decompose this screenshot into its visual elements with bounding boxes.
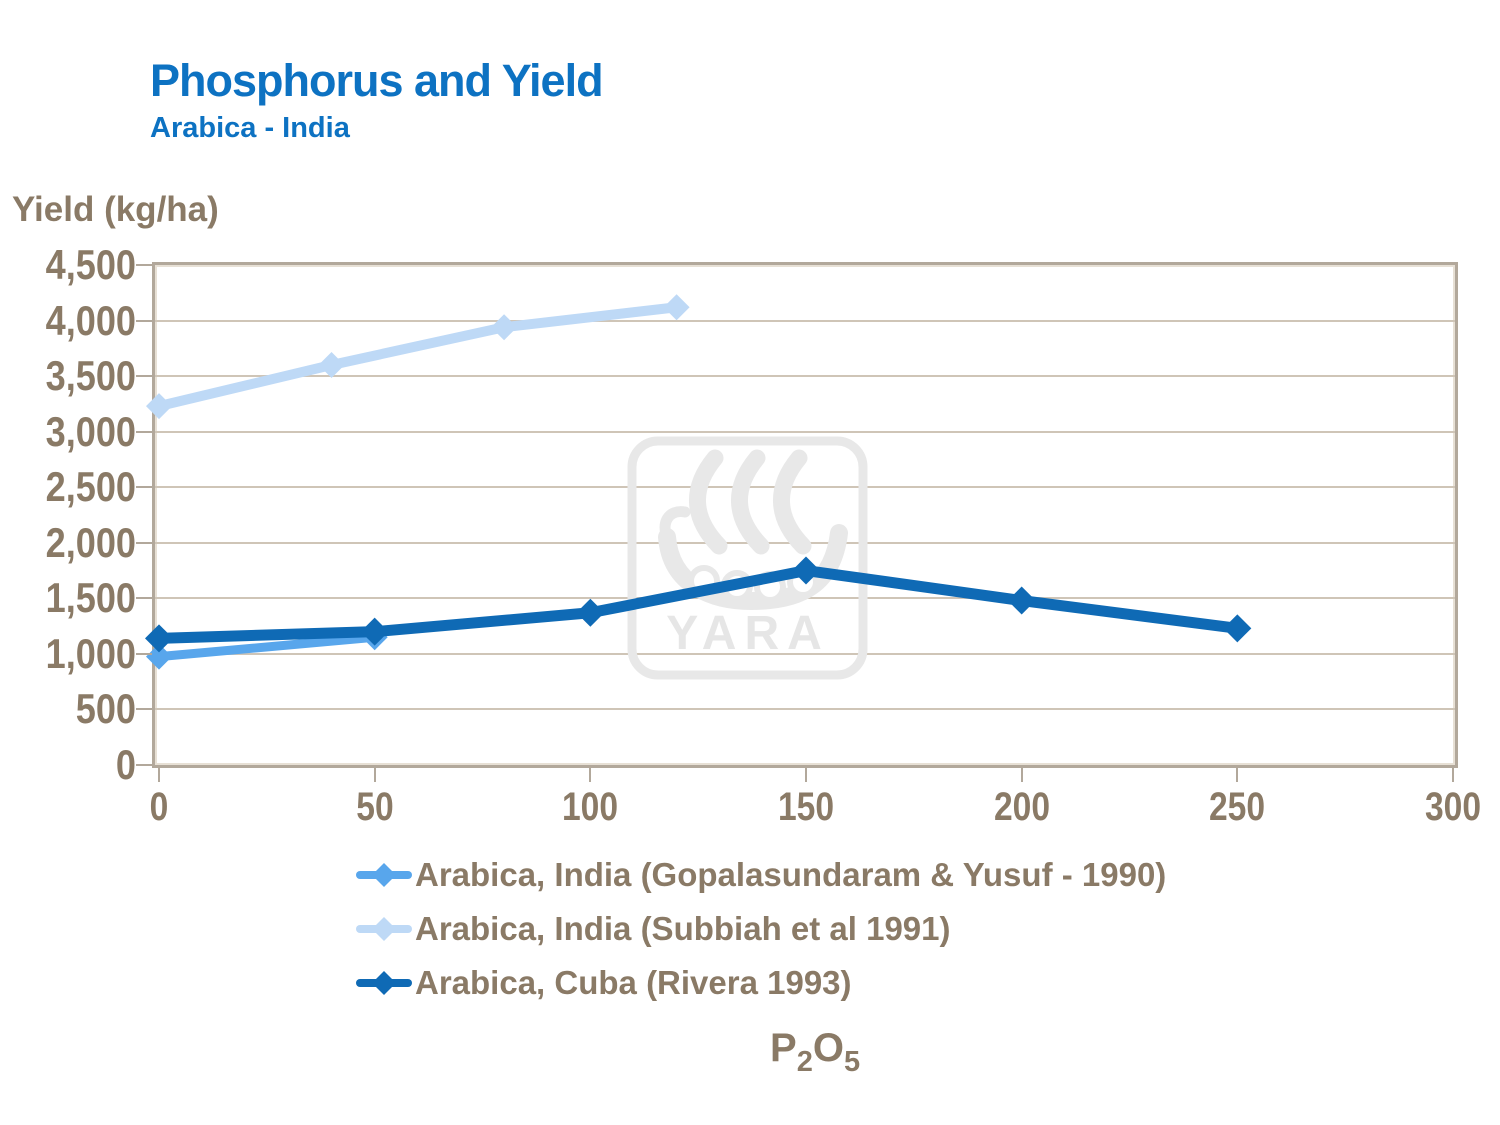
legend-marker-icon [356, 971, 412, 995]
page-title: Phosphorus and Yield [150, 55, 604, 106]
gridline [155, 652, 1455, 655]
x-tick-label: 100 [562, 785, 619, 829]
x-axis-title-base2: O [812, 1026, 844, 1070]
data-point-marker [663, 294, 690, 321]
data-point-marker [145, 624, 173, 653]
chart-canvas: YARA [145, 294, 1252, 680]
y-tick-mark [136, 264, 152, 266]
series-line [153, 565, 1243, 644]
y-tick-mark [136, 375, 152, 378]
y-tick-label: 1,000 [45, 629, 136, 677]
y-tick-mark [136, 541, 152, 544]
y-tick-mark [136, 319, 152, 322]
data-point-marker [1223, 614, 1252, 643]
y-tick-label: 3,000 [45, 407, 136, 455]
data-point-marker [1007, 586, 1036, 615]
yara-watermark-logo: YARA [627, 436, 868, 680]
x-tick-label: 50 [355, 785, 394, 829]
legend-label: Arabica, India (Subbiah et al 1991) [415, 910, 951, 947]
legend-marker-icon [356, 863, 412, 887]
page-subtitle: Arabica - India [150, 112, 350, 144]
y-tick-label: 3,500 [45, 352, 136, 400]
y-tick-mark [136, 486, 152, 489]
x-tick-mark [373, 768, 376, 782]
data-point-marker [146, 393, 172, 420]
plot-area: YARA [145, 262, 1458, 768]
series-line [154, 302, 682, 412]
legend-item: Arabica, India (Subbiah et al 1991) [356, 902, 1166, 956]
data-point-marker [318, 352, 345, 378]
data-point-marker [491, 314, 518, 341]
y-tick-mark [136, 597, 152, 600]
data-point-marker [146, 643, 172, 670]
legend-item: Arabica, Cuba (Rivera 1993) [356, 956, 1166, 1010]
legend-marker-icon [356, 917, 412, 941]
x-axis-title-sub1: 2 [796, 1046, 813, 1078]
x-tick-label: 150 [777, 785, 835, 829]
y-tick-mark [136, 708, 152, 711]
y-tick-label: 1,500 [45, 574, 136, 622]
x-axis-title: P2O5 [770, 1026, 860, 1079]
y-tick-label: 2,000 [45, 518, 136, 566]
x-tick-label: 300 [1424, 785, 1482, 829]
x-tick-label: 200 [993, 785, 1050, 829]
y-tick-label: 4,000 [45, 296, 136, 344]
x-tick-mark [1020, 768, 1023, 782]
y-tick-mark [136, 764, 152, 766]
gridline [155, 430, 1455, 433]
series-arabica-cuba-rivera-1993- [145, 556, 1252, 653]
watermark-text: YARA [666, 607, 830, 660]
x-tick-label: 250 [1209, 785, 1266, 829]
series-arabica-india-subbiah-et-al-1991- [146, 294, 690, 420]
y-tick-label: 0 [115, 741, 136, 788]
x-axis-title-base1: P [770, 1026, 797, 1070]
series-line [154, 632, 380, 662]
data-point-marker [576, 598, 605, 627]
gridline [155, 375, 1455, 378]
y-axis-title: Yield (kg/ha) [12, 190, 219, 229]
y-tick-label: 4,500 [45, 241, 136, 288]
gridline [155, 486, 1455, 489]
legend-label: Arabica, Cuba (Rivera 1993) [415, 964, 852, 1001]
data-point-marker [792, 556, 820, 585]
x-tick-mark [1236, 768, 1239, 782]
x-tick-mark [158, 768, 160, 782]
legend-label: Arabica, India (Gopalasundaram & Yusuf -… [415, 856, 1167, 893]
legend-item: Arabica, India (Gopalasundaram & Yusuf -… [356, 848, 1166, 902]
chart-legend: Arabica, India (Gopalasundaram & Yusuf -… [356, 848, 1166, 1010]
y-tick-label: 2,500 [45, 463, 136, 511]
y-tick-mark [136, 430, 152, 433]
gridline [155, 319, 1455, 322]
x-tick-mark [805, 768, 807, 782]
x-axis-title-sub2: 5 [843, 1046, 861, 1078]
x-tick-label: 0 [149, 785, 169, 829]
y-tick-mark [136, 652, 152, 655]
data-point-marker [360, 617, 389, 646]
x-tick-mark [589, 768, 592, 782]
y-tick-label: 500 [75, 685, 136, 733]
gridline [155, 708, 1455, 711]
x-tick-mark [1452, 768, 1454, 782]
